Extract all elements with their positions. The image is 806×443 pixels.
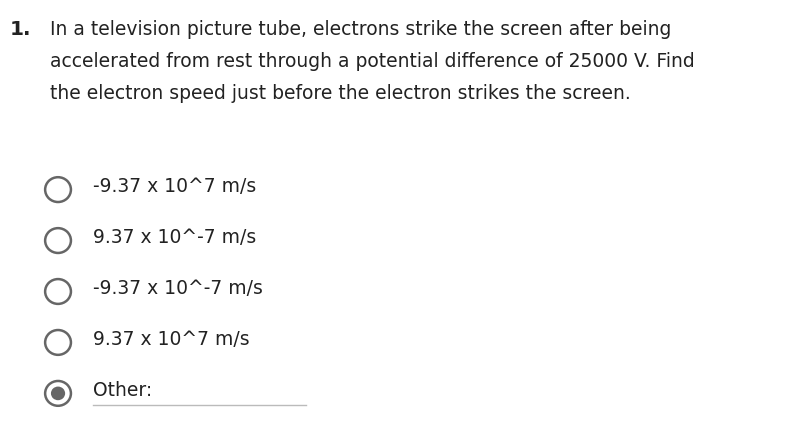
Text: -9.37 x 10^-7 m/s: -9.37 x 10^-7 m/s [93,279,263,298]
Ellipse shape [45,177,71,202]
Text: 9.37 x 10^-7 m/s: 9.37 x 10^-7 m/s [93,228,256,247]
Ellipse shape [45,228,71,253]
Ellipse shape [45,279,71,304]
Ellipse shape [45,381,71,406]
Ellipse shape [51,387,65,400]
Text: -9.37 x 10^7 m/s: -9.37 x 10^7 m/s [93,177,256,196]
Text: 9.37 x 10^7 m/s: 9.37 x 10^7 m/s [93,330,249,349]
Text: Other:: Other: [93,381,152,400]
Text: accelerated from rest through a potential difference of 25000 V. Find: accelerated from rest through a potentia… [50,52,695,71]
Ellipse shape [45,330,71,355]
Text: 1.: 1. [10,20,31,39]
Text: the electron speed just before the electron strikes the screen.: the electron speed just before the elect… [50,84,631,103]
Text: In a television picture tube, electrons strike the screen after being: In a television picture tube, electrons … [50,20,671,39]
